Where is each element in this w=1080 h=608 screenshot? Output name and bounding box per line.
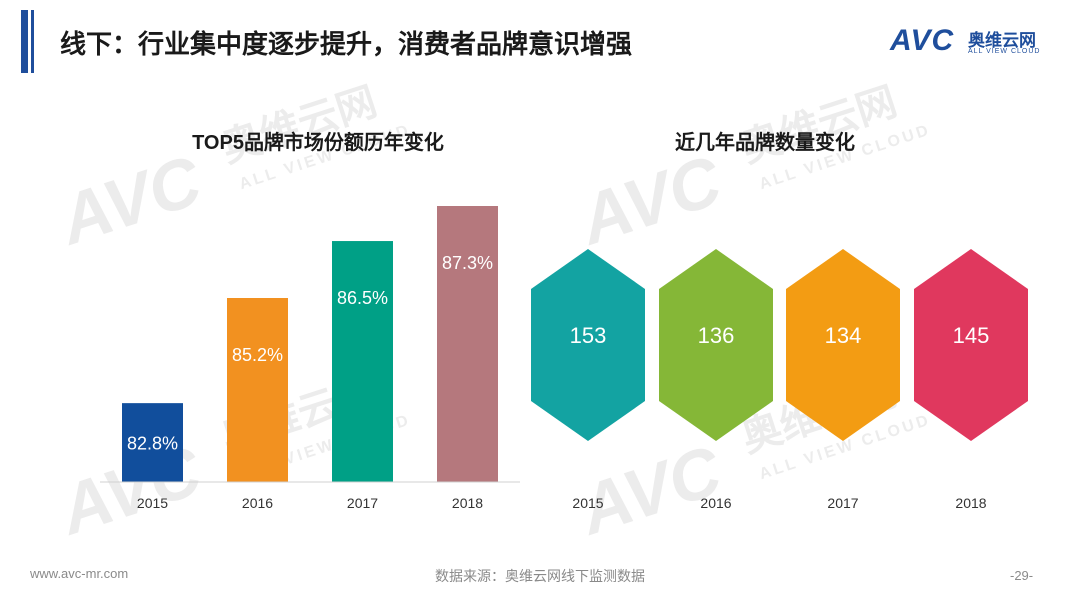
x-tick-label: 2017 [827, 495, 858, 511]
bar-2017 [332, 241, 393, 482]
title-accent-bar-thin [31, 10, 34, 73]
hexagon-value-label: 145 [953, 323, 990, 348]
logo-avc-text: AVC [890, 24, 955, 57]
x-tick-label: 2016 [700, 495, 731, 511]
bar-chart: TOP5品牌市场份额历年变化 82.8% 2015 85.2% 2016 86.5% 201… [100, 130, 520, 511]
x-tick-label: 2016 [242, 495, 273, 511]
bar-value-label: 87.3% [442, 253, 493, 273]
page-number: -29- [1010, 568, 1034, 583]
bar-value-label: 82.8% [127, 434, 178, 454]
hexagon-2018 [914, 249, 1028, 441]
footer-url: www.avc-mr.com [30, 566, 129, 581]
hexagon-value-label: 136 [698, 323, 735, 348]
x-tick-label: 2018 [955, 495, 986, 511]
bar-2018 [437, 206, 498, 482]
hexagon-2016 [659, 249, 773, 441]
logo-en-text: ALL VIEW CLOUD [968, 48, 1041, 55]
bar-value-label: 86.5% [337, 288, 388, 308]
hexagon-chart-title: 近几年品牌数量变化 [675, 130, 855, 154]
company-logo: AVC 奥维云网 ALL VIEW CLOUD [890, 24, 1055, 60]
hexagon-2017 [786, 249, 900, 441]
bar-2016 [227, 298, 288, 482]
x-tick-label: 2018 [452, 495, 483, 511]
x-tick-label: 2015 [572, 495, 603, 511]
x-tick-label: 2015 [137, 495, 168, 511]
footer-source: 数据来源：奥维云网线下监测数据 [435, 568, 645, 584]
hexagon-chart: 近几年品牌数量变化 153 2015 136 2016 134 2017 145 2018 [531, 130, 1028, 511]
hexagon-2015 [531, 249, 645, 441]
page-title: 线下：行业集中度逐步提升，消费者品牌意识增强 [60, 29, 633, 59]
hexagon-value-label: 153 [570, 323, 607, 348]
hexagon-value-label: 134 [825, 323, 862, 348]
bar-chart-title: TOP5品牌市场份额历年变化 [192, 130, 444, 154]
title-accent-bar [21, 10, 28, 73]
x-tick-label: 2017 [347, 495, 378, 511]
logo-cn-text: 奥维云网 [968, 31, 1036, 50]
bar-value-label: 85.2% [232, 345, 283, 365]
bar-2015 [122, 403, 183, 482]
